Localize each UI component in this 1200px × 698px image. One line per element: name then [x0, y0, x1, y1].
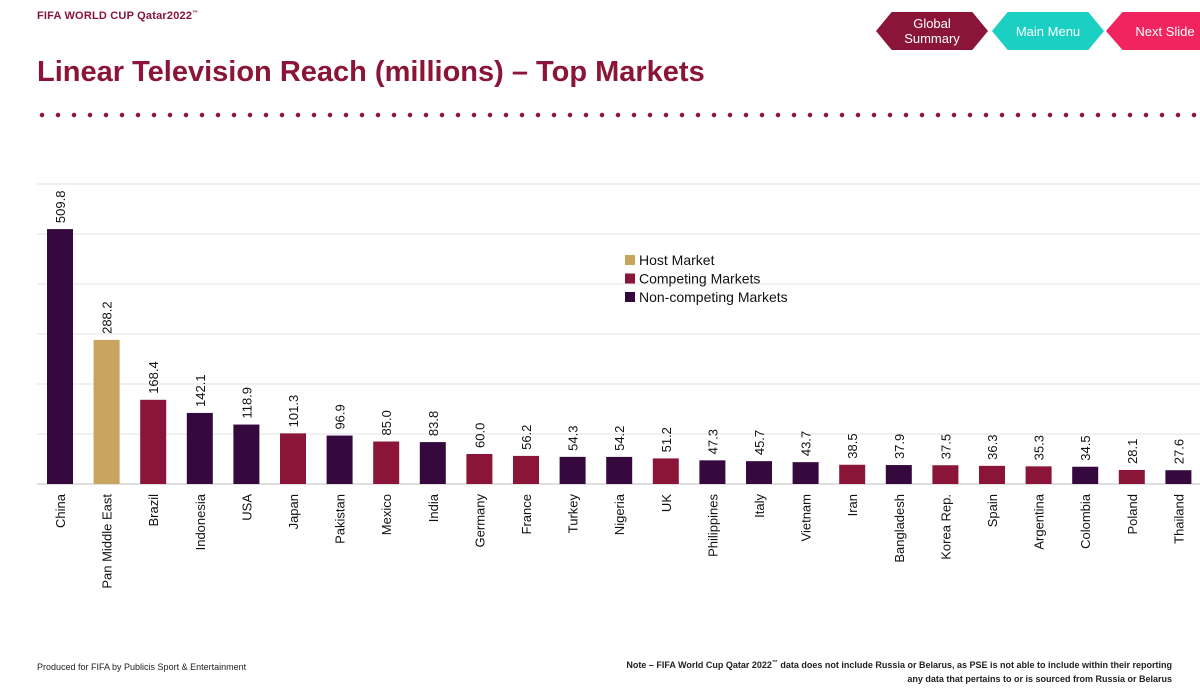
category-label: Italy [752, 494, 767, 518]
bar [513, 455, 539, 484]
data-label: 142.1 [193, 374, 208, 407]
brand-logo: FIFA WORLD CUP Qatar2022™ [37, 10, 198, 22]
legend-swatch [625, 292, 635, 302]
data-label: 509.8 [53, 191, 68, 224]
bar [47, 229, 73, 484]
data-label: 37.9 [892, 434, 907, 459]
category-label: Thailand [1171, 494, 1186, 544]
bar [559, 456, 586, 484]
bar [140, 399, 167, 484]
note-trademark: ™ [771, 660, 778, 666]
data-label: 36.3 [985, 435, 1000, 460]
global-summary-label: Global Summary [904, 16, 960, 46]
category-label: Iran [845, 494, 860, 516]
data-label: 27.6 [1171, 439, 1186, 464]
category-label: China [53, 493, 68, 528]
legend-swatch [625, 255, 635, 265]
category-label: Vietnam [799, 494, 814, 541]
category-label: Poland [1125, 494, 1140, 534]
bar [839, 464, 866, 484]
data-label: 54.3 [566, 426, 581, 451]
category-label: Colombia [1078, 493, 1093, 549]
data-note: Note – FIFA World Cup Qatar 2022™ data d… [612, 656, 1172, 686]
note-prefix: Note – FIFA World Cup Qatar 2022 [626, 660, 772, 670]
data-label: 101.3 [286, 395, 301, 428]
page-title: Linear Television Reach (millions) – Top… [37, 56, 705, 88]
category-label: Spain [985, 494, 1000, 527]
category-label: Philippines [705, 494, 720, 557]
brand-name: FIFA WORLD CUP Qatar2022 [37, 10, 193, 22]
tv-reach-bar-chart: 509.8 China 288.2 Pan Middle East 168.4 Brazi… [37, 183, 1200, 589]
legend-swatch [625, 273, 635, 284]
bar [699, 460, 726, 484]
data-label: 35.3 [1032, 435, 1047, 460]
data-label: 118.9 [239, 387, 254, 419]
category-label: Pan Middle East [100, 494, 115, 589]
data-label: 28.1 [1125, 439, 1140, 464]
global-summary-button[interactable]: Global Summary [876, 12, 988, 50]
category-label: Argentina [1032, 493, 1047, 549]
bar [606, 456, 633, 484]
data-label: 288.2 [100, 301, 115, 334]
category-label: Nigeria [612, 493, 627, 535]
bar [932, 465, 959, 484]
data-label: 60.0 [472, 423, 487, 448]
brand-trademark: ™ [192, 10, 199, 17]
category-label: France [519, 494, 534, 534]
bar [1118, 469, 1145, 484]
data-label: 85.0 [379, 410, 394, 435]
data-label: 83.8 [426, 411, 441, 436]
next-slide-button[interactable]: Next Slide [1106, 12, 1200, 50]
produced-by-credit: Produced for FIFA by Publicis Sport & En… [37, 662, 247, 672]
category-label: Japan [286, 494, 301, 529]
bar [233, 424, 260, 484]
category-label: India [426, 493, 441, 522]
bar [652, 458, 679, 484]
next-slide-label: Next Slide [1135, 23, 1195, 39]
data-label: 168.4 [146, 361, 161, 394]
data-label: 56.2 [519, 425, 534, 450]
bar [326, 435, 353, 484]
bar [885, 465, 912, 484]
data-label: 37.5 [938, 434, 953, 459]
dotted-divider [34, 110, 1200, 120]
category-label: Germany [472, 494, 487, 548]
data-label: 38.5 [845, 433, 860, 458]
bar [186, 412, 213, 484]
bar [979, 465, 1005, 484]
main-menu-button[interactable]: Main Menu [992, 12, 1104, 50]
data-label: 47.3 [705, 429, 720, 454]
legend-label: Non-competing Markets [639, 289, 788, 305]
legend-label: Host Market [639, 252, 715, 268]
data-label: 54.2 [612, 426, 627, 451]
data-label: 96.9 [333, 404, 348, 429]
category-label: Indonesia [193, 493, 208, 550]
category-label: Pakistan [333, 494, 348, 544]
category-label: UK [659, 494, 674, 512]
category-label: Brazil [146, 494, 161, 527]
bar [419, 442, 446, 484]
bar [1072, 466, 1099, 484]
category-label: USA [239, 494, 254, 521]
bar [746, 461, 772, 484]
data-label: 51.2 [659, 427, 674, 452]
main-menu-label: Main Menu [1015, 23, 1081, 39]
category-label: Mexico [379, 494, 394, 535]
bar [93, 339, 120, 484]
data-label: 34.5 [1078, 435, 1093, 460]
bar [466, 454, 493, 484]
legend-label: Competing Markets [639, 271, 760, 287]
bar [280, 433, 306, 484]
category-label: Turkey [566, 494, 581, 534]
bar [1165, 470, 1192, 484]
bar [373, 441, 400, 484]
category-label: Bangladesh [892, 494, 907, 563]
bar [792, 462, 819, 484]
data-label: 45.7 [752, 430, 767, 455]
category-label: Korea Rep. [938, 494, 953, 560]
note-text: data does not include Russia or Belarus,… [777, 660, 1172, 684]
bar [1025, 466, 1052, 484]
data-label: 43.7 [799, 431, 814, 456]
